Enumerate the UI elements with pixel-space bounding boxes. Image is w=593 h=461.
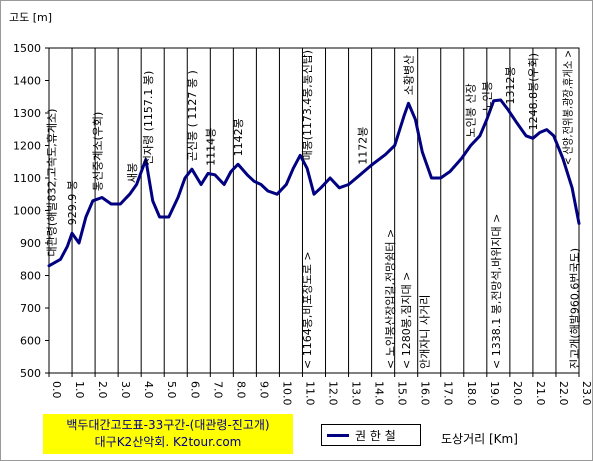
x-tick-label: 0.0 xyxy=(50,381,63,399)
x-tick-label: 5.0 xyxy=(165,381,178,399)
annotation-label: 매봉(1173.4봉,통신탑) xyxy=(301,50,314,160)
x-tick-label: 3.0 xyxy=(119,381,132,399)
x-tick-label: 4.0 xyxy=(142,381,155,399)
annotation-label: 곤신봉 ( 1127 봉 ) xyxy=(186,70,199,161)
y-tick-label: 600 xyxy=(20,335,41,348)
legend: 권 한 철 xyxy=(321,424,421,446)
annotation-label: 통신중계소(우회) xyxy=(91,112,104,191)
x-tick-label: 22.0 xyxy=(557,381,570,406)
y-tick-label: 1200 xyxy=(13,140,41,153)
annotation-label: < 노인봉산장입길,전망쉼터 > xyxy=(384,229,397,369)
annotation-label: 노인봉 산장 xyxy=(465,83,478,137)
annotation-label: 1312봉 xyxy=(504,66,517,104)
x-tick-label: 17.0 xyxy=(442,381,455,406)
x-tick-label: 14.0 xyxy=(373,381,386,406)
x-tick-label: 12.0 xyxy=(327,381,340,406)
annotation-label: < 1164봉,비포장도로 > xyxy=(301,251,314,369)
annotation-label: 선자령 (1157.1 봉) xyxy=(142,71,155,166)
annotation-label: < 산양,전위봉,광장,휴게소 > xyxy=(561,50,574,165)
annotation-label: 소황병산 xyxy=(402,55,415,95)
annotation-label: < 1280봉,짐지대 > xyxy=(400,272,413,369)
annotation-label: 진고개(해발960,6번국도) xyxy=(567,248,581,369)
grid xyxy=(71,48,557,373)
y-axis-label: 고도 [m] xyxy=(9,11,52,24)
y-tick-label: 1300 xyxy=(13,107,41,120)
axes: 0.0 1.0 2.0 3.0 4.0 5.0 6.0 7.0 8.0 9.0 10.0 11.0 12… xyxy=(13,42,593,406)
x-tick-label: 21.0 xyxy=(534,381,547,406)
y-tick-label: 500 xyxy=(20,367,41,380)
x-tick-label: 15.0 xyxy=(396,381,409,406)
y-tick-label: 900 xyxy=(20,237,41,250)
series-line xyxy=(47,98,581,268)
annotation-label: 1114봉 xyxy=(204,128,217,166)
x-tick-label: 6.0 xyxy=(188,381,201,399)
x-tick-label: 2.0 xyxy=(96,381,109,399)
y-tick-label: 700 xyxy=(20,302,41,315)
x-tick-label: 8.0 xyxy=(234,381,247,399)
annotation-label: 새봉 xyxy=(126,163,139,183)
x-tick-label: 18.0 xyxy=(465,381,478,406)
annotation-label: 929.9 봉 xyxy=(66,180,79,225)
x-tick-label: 16.0 xyxy=(419,381,432,406)
chart-subtitle: 대구K2산악회. K2tour.com xyxy=(94,435,242,449)
annotation-label: 노인봉 xyxy=(481,81,494,111)
annotation-label: 1248.8봉(우회) xyxy=(527,53,540,130)
annotation-label: 1142봉 xyxy=(232,118,245,156)
x-tick-label: 13.0 xyxy=(350,381,363,406)
annotation-label: 1172봉 xyxy=(356,127,369,165)
x-tick-label: 10.0 xyxy=(280,381,293,406)
x-tick-label: 19.0 xyxy=(488,381,501,406)
x-tick-label: 9.0 xyxy=(257,381,270,399)
x-tick-label: 7.0 xyxy=(211,381,224,399)
series-layer xyxy=(47,98,581,268)
x-tick-label: 20.0 xyxy=(511,381,524,406)
x-tick-label: 11.0 xyxy=(303,381,316,406)
legend-swatch xyxy=(327,433,349,437)
annotation-label: 안개자니 사거리 xyxy=(419,295,432,369)
x-tick-label: 1.0 xyxy=(73,381,86,399)
chart-title: 백두대간고도표-33구간-(대관령-진고개) xyxy=(66,418,270,432)
y-tick-label: 1100 xyxy=(13,172,41,185)
title-box: 백두대간고도표-33구간-(대관령-진고개) 대구K2산악회. K2tour.c… xyxy=(43,414,293,454)
legend-label: 권 한 철 xyxy=(355,428,396,443)
annotations: 대관령(해발832,고속도,휴게소) 929.9 봉 통신중계소(우회) 새봉선자령 … xyxy=(44,50,581,369)
y-tick-label: 1000 xyxy=(13,205,41,218)
y-tick-label: 1500 xyxy=(13,42,41,55)
x-axis-label: 도상거리 [Km] xyxy=(441,432,518,446)
x-tick-label: 23.0 xyxy=(580,381,593,406)
y-tick-label: 800 xyxy=(20,270,41,283)
annotation-label: < 1338.1 봉,전망석,바위지대 > xyxy=(490,214,503,369)
annotation-label: 대관령(해발832,고속도,휴게소) xyxy=(44,109,58,257)
y-tick-label: 1400 xyxy=(13,75,41,88)
